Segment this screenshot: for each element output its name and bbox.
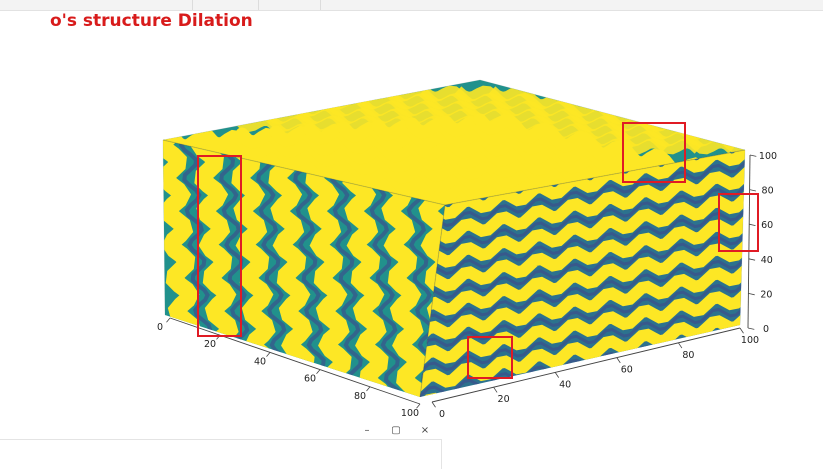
tick-mark	[749, 223, 756, 226]
tick-mark	[266, 352, 271, 357]
highlight-box	[197, 155, 242, 337]
y-axis-line	[431, 327, 741, 403]
x-tick-label: 20	[204, 339, 216, 350]
x-tick-label: 60	[304, 374, 316, 385]
axes: 0 20 40 60 80 100 0 20 40 60 80 100 0 20 40 60 80 100	[157, 151, 777, 420]
z-tick-label: 100	[759, 151, 777, 162]
minimize-button[interactable]: –	[364, 425, 370, 436]
x-tick-label: 40	[254, 356, 266, 367]
tick-mark	[678, 342, 683, 349]
tick-mark	[749, 154, 757, 157]
highlight-box	[467, 336, 513, 379]
y-tick-label: 20	[498, 394, 510, 405]
tick-mark	[166, 317, 171, 323]
highlight-box	[718, 193, 759, 252]
z-tick-label: 20	[760, 289, 772, 300]
toolbar-separator	[192, 0, 193, 10]
close-button[interactable]: ×	[420, 425, 430, 436]
tick-mark	[316, 369, 321, 375]
tick-mark	[749, 189, 756, 192]
tick-mark	[748, 293, 755, 296]
x-tick-label: 80	[354, 391, 366, 402]
top-toolbar	[0, 0, 823, 11]
tick-mark	[748, 258, 756, 261]
x-axis-line	[169, 317, 421, 405]
tick-mark	[366, 386, 371, 392]
y-tick-label: 40	[559, 379, 571, 390]
toolbar-separator	[258, 0, 259, 10]
restore-button[interactable]: ▢	[391, 425, 401, 436]
bottom-panel	[0, 439, 442, 469]
x-tick-label: 100	[401, 408, 419, 419]
z-tick-label: 40	[761, 255, 773, 266]
tick-mark	[493, 386, 498, 393]
z-tick-label: 60	[761, 220, 773, 231]
y-tick-label: 80	[682, 350, 694, 361]
z-tick-label: 80	[762, 186, 774, 197]
tick-mark	[747, 327, 755, 330]
tick-mark	[739, 327, 744, 334]
highlight-box	[622, 122, 686, 183]
y-tick-label: 100	[741, 335, 759, 346]
page-title: o's structure Dilation	[50, 11, 253, 31]
tick-mark	[554, 372, 560, 378]
z-axis-line	[747, 154, 751, 329]
toolbar-separator	[320, 0, 321, 10]
y-tick-label: 0	[439, 409, 445, 420]
x-tick-label: 0	[157, 322, 163, 333]
y-tick-label: 60	[621, 365, 633, 376]
tick-mark	[431, 401, 436, 408]
tick-mark	[416, 403, 421, 409]
tick-mark	[616, 357, 621, 364]
z-tick-label: 0	[763, 324, 769, 335]
